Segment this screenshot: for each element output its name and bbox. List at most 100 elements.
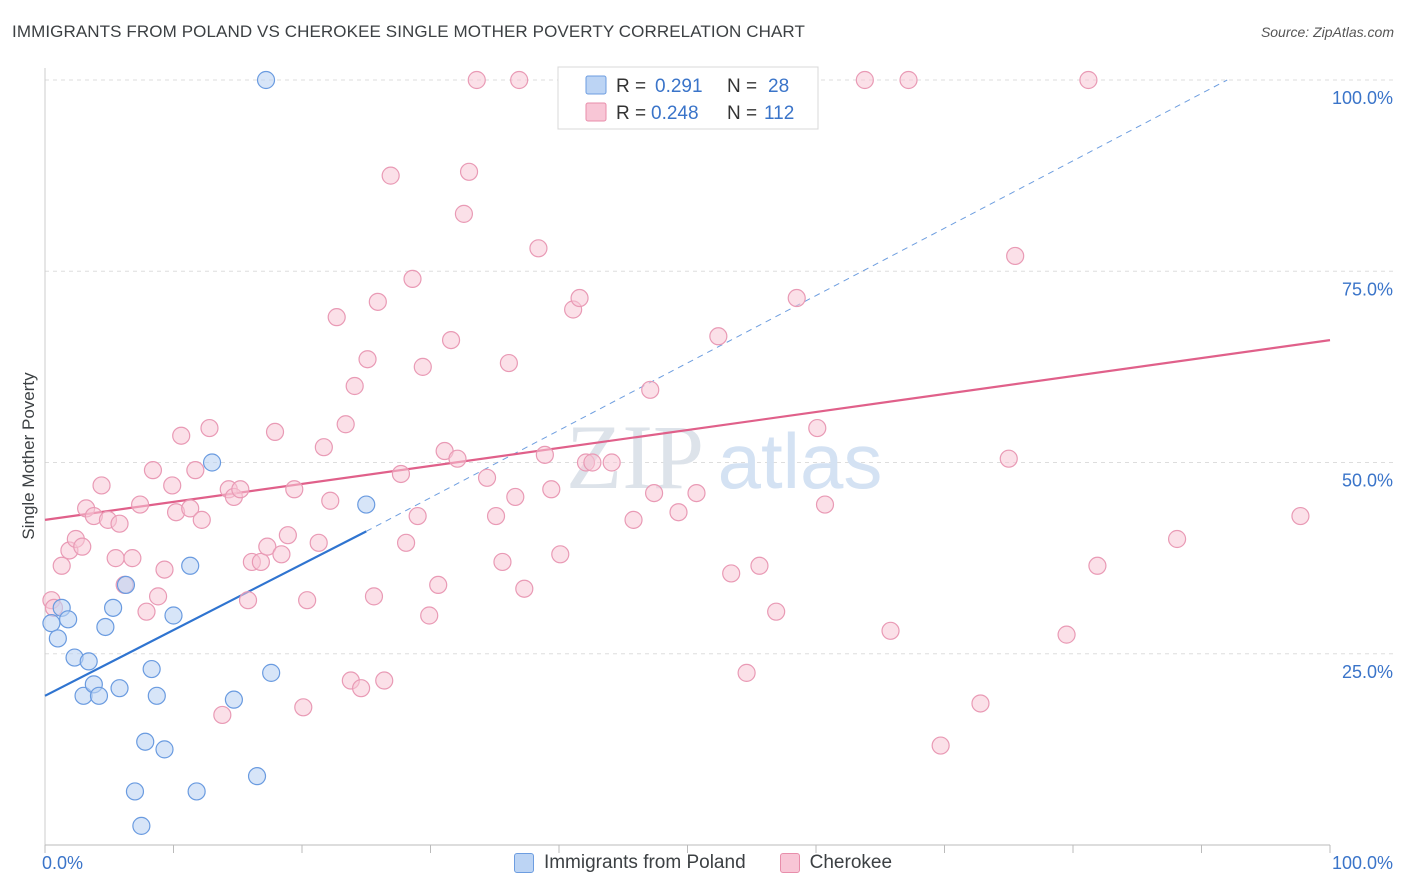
cherokee-point — [52, 556, 71, 575]
cherokee-point — [231, 480, 250, 499]
cherokee-point — [336, 415, 355, 434]
cherokee-point — [709, 327, 728, 346]
cherokee-point — [1291, 506, 1310, 526]
cherokee-point — [641, 380, 660, 399]
cherokee-point — [737, 663, 756, 682]
legend-r-value-cherokee: 0.248 — [651, 103, 699, 124]
cherokee-point — [429, 575, 448, 595]
legend-swatch-cherokee — [585, 102, 607, 122]
cherokee-point — [381, 166, 400, 185]
series-legend: Immigrants from Poland Cherokee — [0, 852, 1406, 874]
cherokee-point — [542, 480, 561, 499]
cherokee-point — [364, 587, 384, 606]
legend-swatch-cherokee — [779, 853, 800, 873]
cherokee-point — [899, 70, 918, 90]
cherokee-point — [855, 70, 874, 90]
cherokee-point — [486, 506, 506, 526]
cherokee-point — [358, 350, 377, 369]
cherokee-point — [499, 353, 518, 373]
cherokee-point — [1057, 625, 1076, 644]
cherokee-point — [294, 698, 313, 717]
cherokee-point — [808, 418, 827, 438]
cherokee-point — [110, 514, 129, 533]
cherokee-point — [137, 602, 156, 621]
y-tick-label: 100.0% — [1332, 88, 1393, 108]
poland-point — [104, 598, 123, 617]
y-tick-labels: 25.0% 50.0% 75.0% 100.0% — [1332, 88, 1393, 682]
cherokee-point — [570, 288, 589, 308]
cherokee-point — [396, 533, 416, 552]
cherokee-point — [722, 564, 741, 583]
cherokee-point — [163, 476, 182, 495]
cherokee-point — [459, 162, 479, 181]
cherokee-point — [258, 537, 277, 556]
poland-point — [142, 659, 161, 679]
cherokee-point — [551, 545, 570, 564]
legend-swatch-poland — [513, 853, 534, 873]
cherokee-point — [441, 331, 461, 350]
cherokee-point — [1006, 246, 1025, 266]
cherokee-point — [454, 204, 474, 223]
legend-r-value-poland: 0.291 — [655, 76, 703, 97]
cherokee-point — [1079, 70, 1098, 90]
cherokee-point — [750, 556, 769, 575]
cherokee-point — [265, 422, 285, 441]
cherokee-point — [1167, 529, 1187, 549]
legend-item-poland: Immigrants from Poland — [513, 852, 746, 874]
cherokee-point — [477, 468, 497, 487]
cherokee-point — [213, 705, 232, 725]
cherokee-point — [172, 426, 191, 445]
poland-point — [116, 575, 136, 595]
cherokee-point — [309, 533, 328, 552]
cherokee-point — [515, 579, 534, 598]
cherokee-point — [143, 461, 163, 480]
cherokee-point — [687, 484, 706, 503]
cherokee-point — [448, 449, 467, 468]
cherokee-point — [251, 552, 270, 572]
cherokee-point — [644, 484, 664, 503]
legend-n-label: N = — [727, 103, 757, 124]
cherokee-point — [321, 491, 340, 510]
x-tick-labels: 0.0% 100.0% — [42, 853, 1393, 873]
poland-point — [247, 767, 267, 786]
poland-point — [224, 690, 243, 709]
cherokee-point — [602, 453, 621, 472]
cherokee-point — [999, 449, 1018, 468]
legend-item-cherokee: Cherokee — [779, 852, 892, 874]
poland-point — [357, 495, 376, 514]
y-tick-label: 50.0% — [1342, 471, 1393, 491]
legend-label-poland: Immigrants from Poland — [543, 852, 746, 873]
cherokee-point — [327, 308, 346, 327]
poland-point — [147, 686, 166, 705]
poland-point — [256, 70, 276, 90]
legend-n-label: N = — [727, 76, 757, 97]
cherokee-point — [669, 503, 688, 522]
cherokee-point — [314, 438, 333, 457]
cherokee-point — [815, 495, 835, 514]
axes — [44, 68, 1331, 853]
cherokee-point — [624, 510, 643, 529]
poland-point — [42, 614, 61, 633]
cherokee-points — [42, 70, 1310, 755]
source-label: Source: ZipAtlas.com — [1260, 24, 1394, 40]
cherokee-point — [123, 549, 142, 568]
poland-point — [164, 606, 183, 625]
poland-point — [202, 453, 222, 472]
cherokee-point — [506, 487, 525, 507]
cherokee-point — [345, 376, 364, 396]
stats-legend: R = 0.291 N = 28 R = 0.248 N = 112 — [557, 66, 819, 130]
cherokee-point — [529, 239, 548, 258]
poland-point — [187, 782, 206, 801]
cherokee-point — [467, 70, 486, 90]
cherokee-point — [272, 545, 291, 564]
poland-trend-line — [44, 530, 367, 697]
poland-point — [132, 816, 151, 835]
poland-point — [59, 610, 78, 629]
cherokee-point — [148, 587, 168, 606]
cherokee-point — [787, 288, 806, 308]
poland-point — [79, 652, 98, 671]
cherokee-point — [298, 591, 317, 610]
legend-n-value-cherokee: 112 — [764, 103, 794, 124]
cherokee-point — [403, 269, 422, 288]
